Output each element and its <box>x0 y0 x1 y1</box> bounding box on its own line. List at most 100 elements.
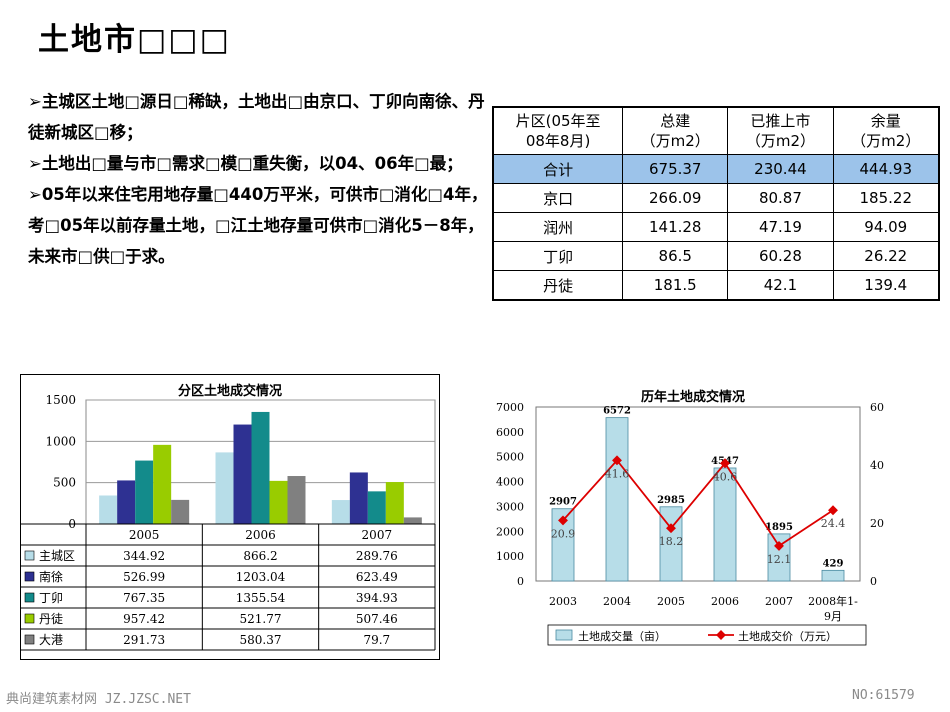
y-tick-label: 2000 <box>496 525 524 538</box>
bullet-list: ➢主城区土地□源日□稀缺，土地出□由京口、丁卯向南徐、丹徒新城区□移； ➢土地出… <box>28 86 490 272</box>
bar <box>605 417 629 582</box>
y2-tick-label: 40 <box>870 459 884 472</box>
summary-table-header: 片区(05年至 08年8月) 总建 （万m2） 已推上市 （万m2） 余量 （万m2） <box>492 106 940 155</box>
x-tick-label: 2005 <box>657 595 685 608</box>
line-data-label: 18.2 <box>659 535 684 548</box>
annual-land-chart: 历年土地成交情况 0 1000 2000 3000 4000 5000 6000 7000 0 20… <box>488 380 888 652</box>
legend-box <box>547 624 867 646</box>
legend-label: 南徐 <box>39 569 63 584</box>
table-cell: 60.28 <box>727 241 834 271</box>
data-label: 526.99 <box>123 570 165 584</box>
bar <box>117 480 136 524</box>
x-tick-label: 2004 <box>603 595 631 608</box>
bar <box>367 491 386 524</box>
table-cell: 80.87 <box>727 183 834 213</box>
data-label: 394.93 <box>356 591 398 605</box>
bar <box>349 472 368 524</box>
y2-tick-label: 20 <box>870 517 884 530</box>
bar <box>233 424 252 524</box>
y2-tick-label: 60 <box>870 401 884 414</box>
table-row: 京口 266.09 80.87 185.22 <box>492 183 940 213</box>
table-row: 丹徒 181.5 42.1 139.4 <box>492 270 940 301</box>
y-tick-label: 7000 <box>496 401 524 414</box>
line-data-label: 24.4 <box>821 517 846 530</box>
x-tick-label: 9月 <box>824 610 842 623</box>
data-label: 866.2 <box>243 549 277 563</box>
legend-swatch <box>24 613 35 624</box>
series-line <box>562 458 834 548</box>
line-data-label: 12.1 <box>767 553 792 566</box>
legend-label: 土地成交量（亩） <box>578 629 666 643</box>
bar <box>403 517 422 524</box>
line-point <box>558 515 568 526</box>
line-point <box>720 458 730 469</box>
table-cell: 230.44 <box>727 154 834 184</box>
bar <box>171 499 190 524</box>
legend-swatch <box>24 592 35 603</box>
data-label: 344.92 <box>123 549 165 563</box>
line-data-label: 40.6 <box>713 470 738 483</box>
line-point <box>612 455 622 466</box>
line-point <box>828 505 838 516</box>
data-label: 289.76 <box>356 549 398 563</box>
bar-data-label: 2985 <box>657 495 685 506</box>
legend-swatch <box>555 629 573 641</box>
table-cell: 丁卯 <box>492 241 624 271</box>
header-total: 总建 （万m2） <box>622 106 729 155</box>
y-tick-label: 6000 <box>496 426 524 439</box>
bullet-2: ➢土地出□量与市□需求□模□重失衡，以04、06年□最； <box>28 154 463 173</box>
bar <box>153 444 172 524</box>
x-tick-label: 2007 <box>362 528 393 542</box>
x-tick-label: 2008年1- <box>808 594 858 608</box>
bar <box>251 411 270 524</box>
bar <box>767 533 791 582</box>
table-row: 丁卯 86.5 60.28 26.22 <box>492 241 940 271</box>
header-remaining: 余量 （万m2） <box>832 106 940 155</box>
data-label: 580.37 <box>240 633 282 647</box>
y-tick-label: 5000 <box>496 451 524 464</box>
bar <box>99 495 118 524</box>
data-label: 507.46 <box>356 612 398 626</box>
y-tick-label: 4000 <box>496 476 524 489</box>
y-tick-label: 1000 <box>496 550 524 563</box>
table-cell: 86.5 <box>622 241 729 271</box>
x-tick-label: 2006 <box>711 595 739 608</box>
bullet-3: ➢05年以来住宅用地存量□440万平米，可供市□消化□4年，考□05年以前存量土… <box>28 185 488 266</box>
table-cell: 47.19 <box>727 212 834 242</box>
header-launched: 已推上市 （万m2） <box>727 106 834 155</box>
data-label: 521.77 <box>240 612 282 626</box>
data-label: 957.42 <box>123 612 165 626</box>
legend-label: 丁卯 <box>39 591 63 605</box>
legend-marker <box>716 630 726 640</box>
data-label: 623.49 <box>356 570 398 584</box>
table-cell: 181.5 <box>622 270 729 301</box>
table-cell: 京口 <box>492 183 624 213</box>
y-tick-label: 500 <box>53 476 76 490</box>
chart-title: 历年土地成交情况 <box>641 389 745 405</box>
line-point <box>774 540 784 551</box>
table-cell: 444.93 <box>832 154 940 184</box>
y-tick-label: 1500 <box>45 393 76 407</box>
data-label: 767.35 <box>123 591 165 605</box>
bar <box>269 480 288 524</box>
line-data-label: 20.9 <box>551 527 576 540</box>
plot-area <box>535 406 861 582</box>
y-tick-label: 1000 <box>45 434 76 448</box>
watermark-number: NO:61579 <box>852 688 915 703</box>
bar-data-label: 6572 <box>603 406 631 417</box>
bar <box>135 460 154 524</box>
header-district: 片区(05年至 08年8月) <box>492 106 624 155</box>
table-cell: 185.22 <box>832 183 940 213</box>
line-point <box>666 523 676 534</box>
table-cell: 139.4 <box>832 270 940 301</box>
x-tick-label: 2005 <box>129 528 160 542</box>
table-cell: 266.09 <box>622 183 729 213</box>
bar <box>713 467 737 582</box>
summary-table: 片区(05年至 08年8月) 总建 （万m2） 已推上市 （万m2） 余量 （万m2） … <box>492 106 940 301</box>
y-tick-label: 3000 <box>496 500 524 513</box>
page-title: 土地市□□□ <box>38 22 231 58</box>
table-cell: 合计 <box>492 154 624 184</box>
watermark-site: 典尚建筑素材网 JZ.JZSC.NET <box>6 692 191 707</box>
table-cell: 26.22 <box>832 241 940 271</box>
